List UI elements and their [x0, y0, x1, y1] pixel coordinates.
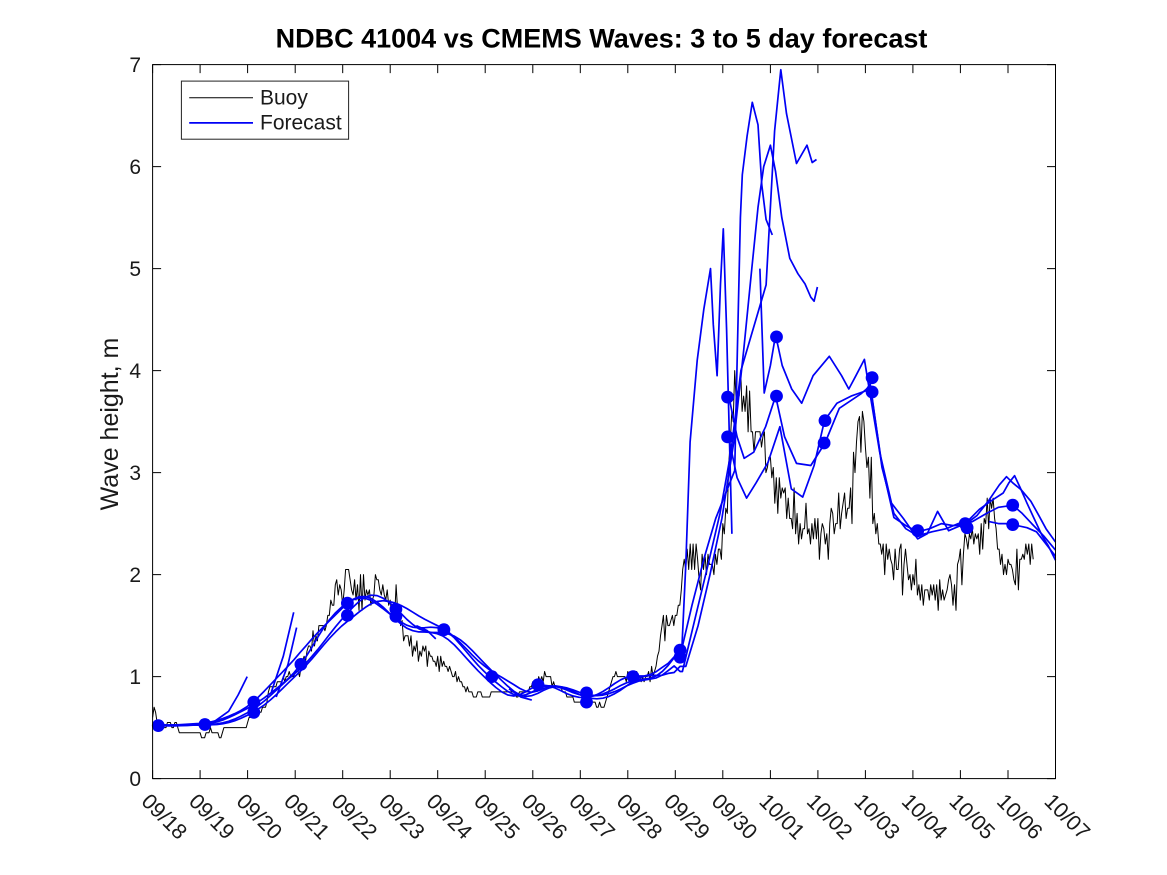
svg-text:3: 3	[129, 462, 141, 485]
svg-text:6: 6	[129, 156, 141, 179]
svg-text:0: 0	[129, 768, 141, 791]
svg-text:2: 2	[129, 564, 141, 587]
svg-text:4: 4	[129, 360, 141, 383]
svg-text:5: 5	[129, 258, 141, 281]
svg-text:Buoy: Buoy	[260, 87, 308, 110]
svg-text:Forecast: Forecast	[260, 112, 342, 135]
svg-text:7: 7	[129, 54, 141, 77]
svg-text:1: 1	[129, 666, 141, 689]
svg-text:NDBC 41004 vs CMEMS Waves: 3 t: NDBC 41004 vs CMEMS Waves: 3 to 5 day fo…	[276, 24, 928, 54]
svg-text:Wave height, m: Wave height, m	[96, 338, 124, 511]
